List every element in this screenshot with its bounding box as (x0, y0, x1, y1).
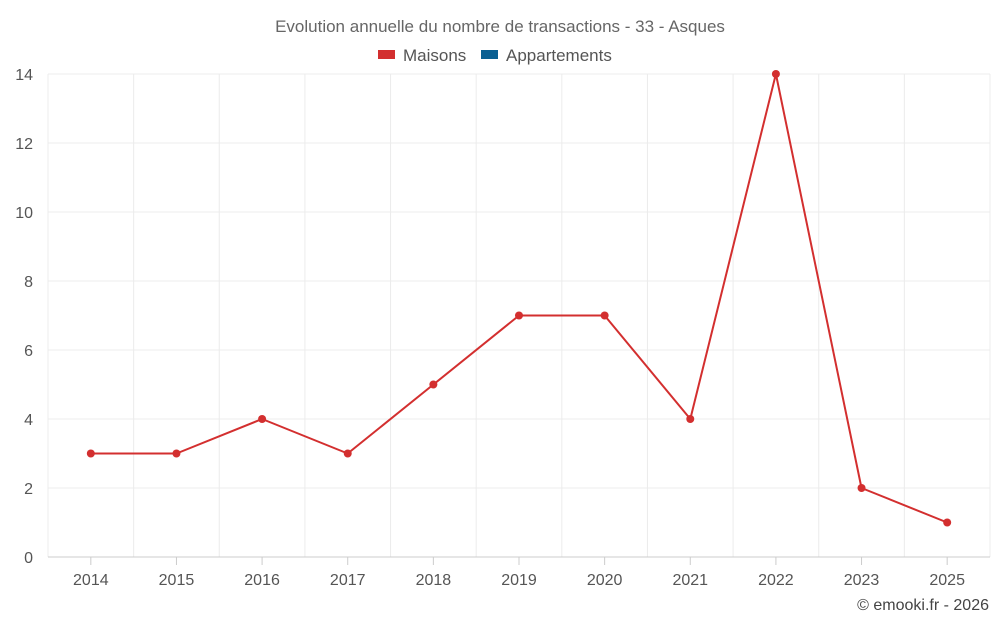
x-tick-label: 2015 (159, 572, 195, 589)
y-tick-label: 12 (15, 136, 33, 153)
data-point[interactable] (86, 449, 95, 458)
legend-label-maisons[interactable]: Maisons (403, 46, 466, 65)
y-tick-label: 2 (24, 481, 33, 498)
x-tick-label: 2021 (672, 572, 708, 589)
data-point[interactable] (343, 449, 352, 458)
x-tick-label: 2023 (844, 572, 880, 589)
axes: 0 2 4 6 8 10 12 14 2014 2015 2016 2017 2018 2019 2020 2… (15, 67, 990, 589)
chart-title: Evolution annuelle du nombre de transact… (275, 17, 725, 36)
x-tick-label: 2014 (73, 572, 109, 589)
x-tick-label: 2018 (416, 572, 452, 589)
y-tick-label: 4 (24, 412, 33, 429)
x-tick-label: 2019 (501, 572, 537, 589)
data-point[interactable] (429, 380, 438, 389)
x-tick-label: 2025 (929, 572, 965, 589)
x-tick-label: 2017 (330, 572, 366, 589)
legend-swatch-maisons[interactable] (378, 50, 395, 59)
x-tick-label: 2020 (587, 572, 623, 589)
y-tick-label: 14 (15, 67, 33, 84)
y-tick-label: 6 (24, 343, 33, 360)
data-point[interactable] (857, 484, 866, 492)
legend: Maisons Appartements (378, 46, 612, 65)
legend-swatch-appartements[interactable] (481, 50, 498, 59)
credit-text: © emooki.fr - 2026 (857, 597, 989, 614)
y-tick-label: 10 (15, 205, 33, 222)
x-tick-label: 2022 (758, 572, 794, 589)
series-layer (86, 70, 952, 527)
data-point[interactable] (258, 415, 267, 423)
data-point[interactable] (771, 70, 780, 78)
data-point[interactable] (172, 449, 181, 458)
data-point[interactable] (515, 311, 523, 320)
y-tick-label: 0 (24, 550, 33, 567)
data-point[interactable] (943, 518, 952, 527)
data-point[interactable] (686, 415, 695, 423)
data-point[interactable] (600, 311, 609, 320)
x-tick-label: 2016 (244, 572, 280, 589)
y-tick-label: 8 (24, 274, 33, 291)
legend-label-appartements[interactable]: Appartements (506, 46, 612, 65)
